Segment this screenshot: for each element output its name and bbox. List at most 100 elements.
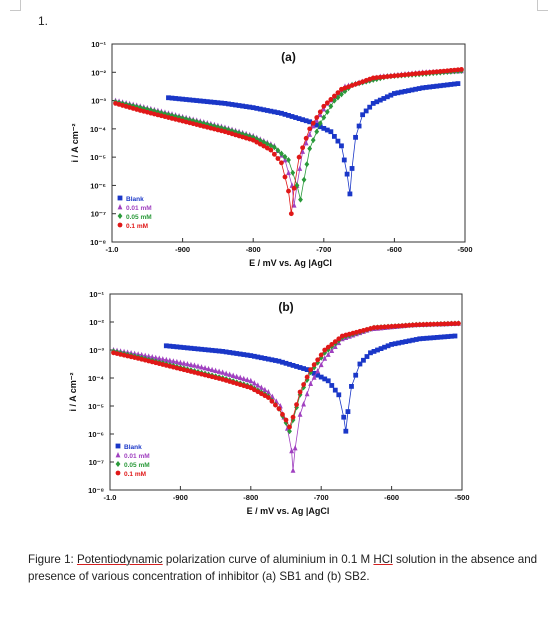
data-point xyxy=(206,347,211,353)
data-point xyxy=(311,362,317,368)
data-point xyxy=(427,321,433,327)
data-point xyxy=(396,340,402,346)
legend-marker xyxy=(117,195,123,201)
data-point xyxy=(324,108,330,115)
data-point xyxy=(345,409,351,414)
data-point xyxy=(452,333,458,339)
data-point xyxy=(413,86,418,92)
data-point xyxy=(442,321,447,327)
data-point xyxy=(211,99,217,105)
y-tick-label: 10⁻⁷ xyxy=(89,458,104,467)
data-point xyxy=(322,347,328,353)
data-point xyxy=(301,382,306,387)
data-point xyxy=(357,361,363,367)
data-point xyxy=(307,119,313,125)
x-tick-label: -900 xyxy=(173,493,188,502)
data-point xyxy=(233,102,238,108)
data-point xyxy=(335,90,341,96)
data-point xyxy=(321,114,327,121)
data-point xyxy=(375,347,380,353)
data-point xyxy=(420,85,426,91)
data-point xyxy=(251,353,257,359)
data-point xyxy=(456,321,461,326)
x-tick-label: -500 xyxy=(454,493,469,502)
data-point xyxy=(388,73,394,79)
y-tick-label: 10⁻³ xyxy=(91,97,106,106)
data-point xyxy=(420,322,426,327)
data-point xyxy=(268,147,274,153)
data-point xyxy=(384,94,390,100)
data-point xyxy=(444,68,450,74)
data-point xyxy=(297,411,303,417)
data-point xyxy=(183,97,189,102)
y-tick-label: 10⁻⁶ xyxy=(88,430,104,439)
data-point xyxy=(307,126,313,132)
data-point xyxy=(441,68,447,74)
data-point xyxy=(251,380,257,386)
data-point xyxy=(258,355,264,361)
data-point xyxy=(424,335,430,341)
data-point xyxy=(370,75,376,81)
data-point xyxy=(222,101,228,106)
y-tick-label: 10⁻⁶ xyxy=(90,181,106,190)
data-point xyxy=(261,107,267,113)
data-point xyxy=(304,161,310,168)
data-point xyxy=(317,109,323,115)
data-point xyxy=(318,374,324,380)
data-point xyxy=(364,354,370,359)
data-point xyxy=(427,69,433,75)
data-point xyxy=(301,176,307,183)
data-point xyxy=(297,165,303,171)
data-point xyxy=(325,351,331,357)
data-point xyxy=(170,358,176,364)
data-point xyxy=(310,123,316,129)
data-point xyxy=(156,355,162,361)
data-point xyxy=(173,96,178,101)
data-point xyxy=(367,104,373,110)
data-point xyxy=(325,378,331,384)
data-point xyxy=(296,116,302,122)
legend-label: Blank xyxy=(126,196,144,203)
data-point xyxy=(329,383,335,388)
data-point xyxy=(269,357,275,363)
y-tick-label: 10⁻⁸ xyxy=(88,486,104,495)
data-point xyxy=(296,154,302,160)
caption-part-3: solution in the absence and presence of … xyxy=(28,553,538,583)
data-point xyxy=(290,414,296,420)
data-point xyxy=(413,71,418,77)
data-point xyxy=(261,143,267,149)
data-point xyxy=(389,324,394,329)
data-point xyxy=(280,359,285,365)
data-point xyxy=(399,339,405,345)
data-point xyxy=(332,339,338,344)
data-point xyxy=(343,428,349,434)
data-point xyxy=(185,345,190,351)
data-point xyxy=(291,185,297,191)
data-point xyxy=(297,365,303,370)
data-point xyxy=(381,96,387,101)
legend-label: 0.1 mM xyxy=(126,223,148,230)
data-point xyxy=(262,356,268,361)
data-point xyxy=(310,137,316,144)
data-point xyxy=(209,366,215,373)
data-point xyxy=(167,357,173,363)
legend-marker xyxy=(115,461,121,467)
data-point xyxy=(279,110,284,116)
data-point xyxy=(301,401,306,407)
caption-prefix: Figure 1: xyxy=(28,553,77,566)
data-point xyxy=(220,369,226,375)
data-point xyxy=(402,72,408,78)
data-point xyxy=(227,350,233,355)
data-point xyxy=(382,344,387,350)
data-point xyxy=(308,367,314,372)
data-point xyxy=(241,352,247,357)
data-point xyxy=(213,367,218,374)
data-point xyxy=(169,95,175,101)
item-number: 1. xyxy=(38,14,49,28)
data-point xyxy=(392,91,397,96)
data-point xyxy=(304,376,310,383)
legend-label: Blank xyxy=(124,444,142,451)
data-point xyxy=(146,353,152,359)
data-point xyxy=(292,445,298,451)
data-point xyxy=(300,145,306,151)
